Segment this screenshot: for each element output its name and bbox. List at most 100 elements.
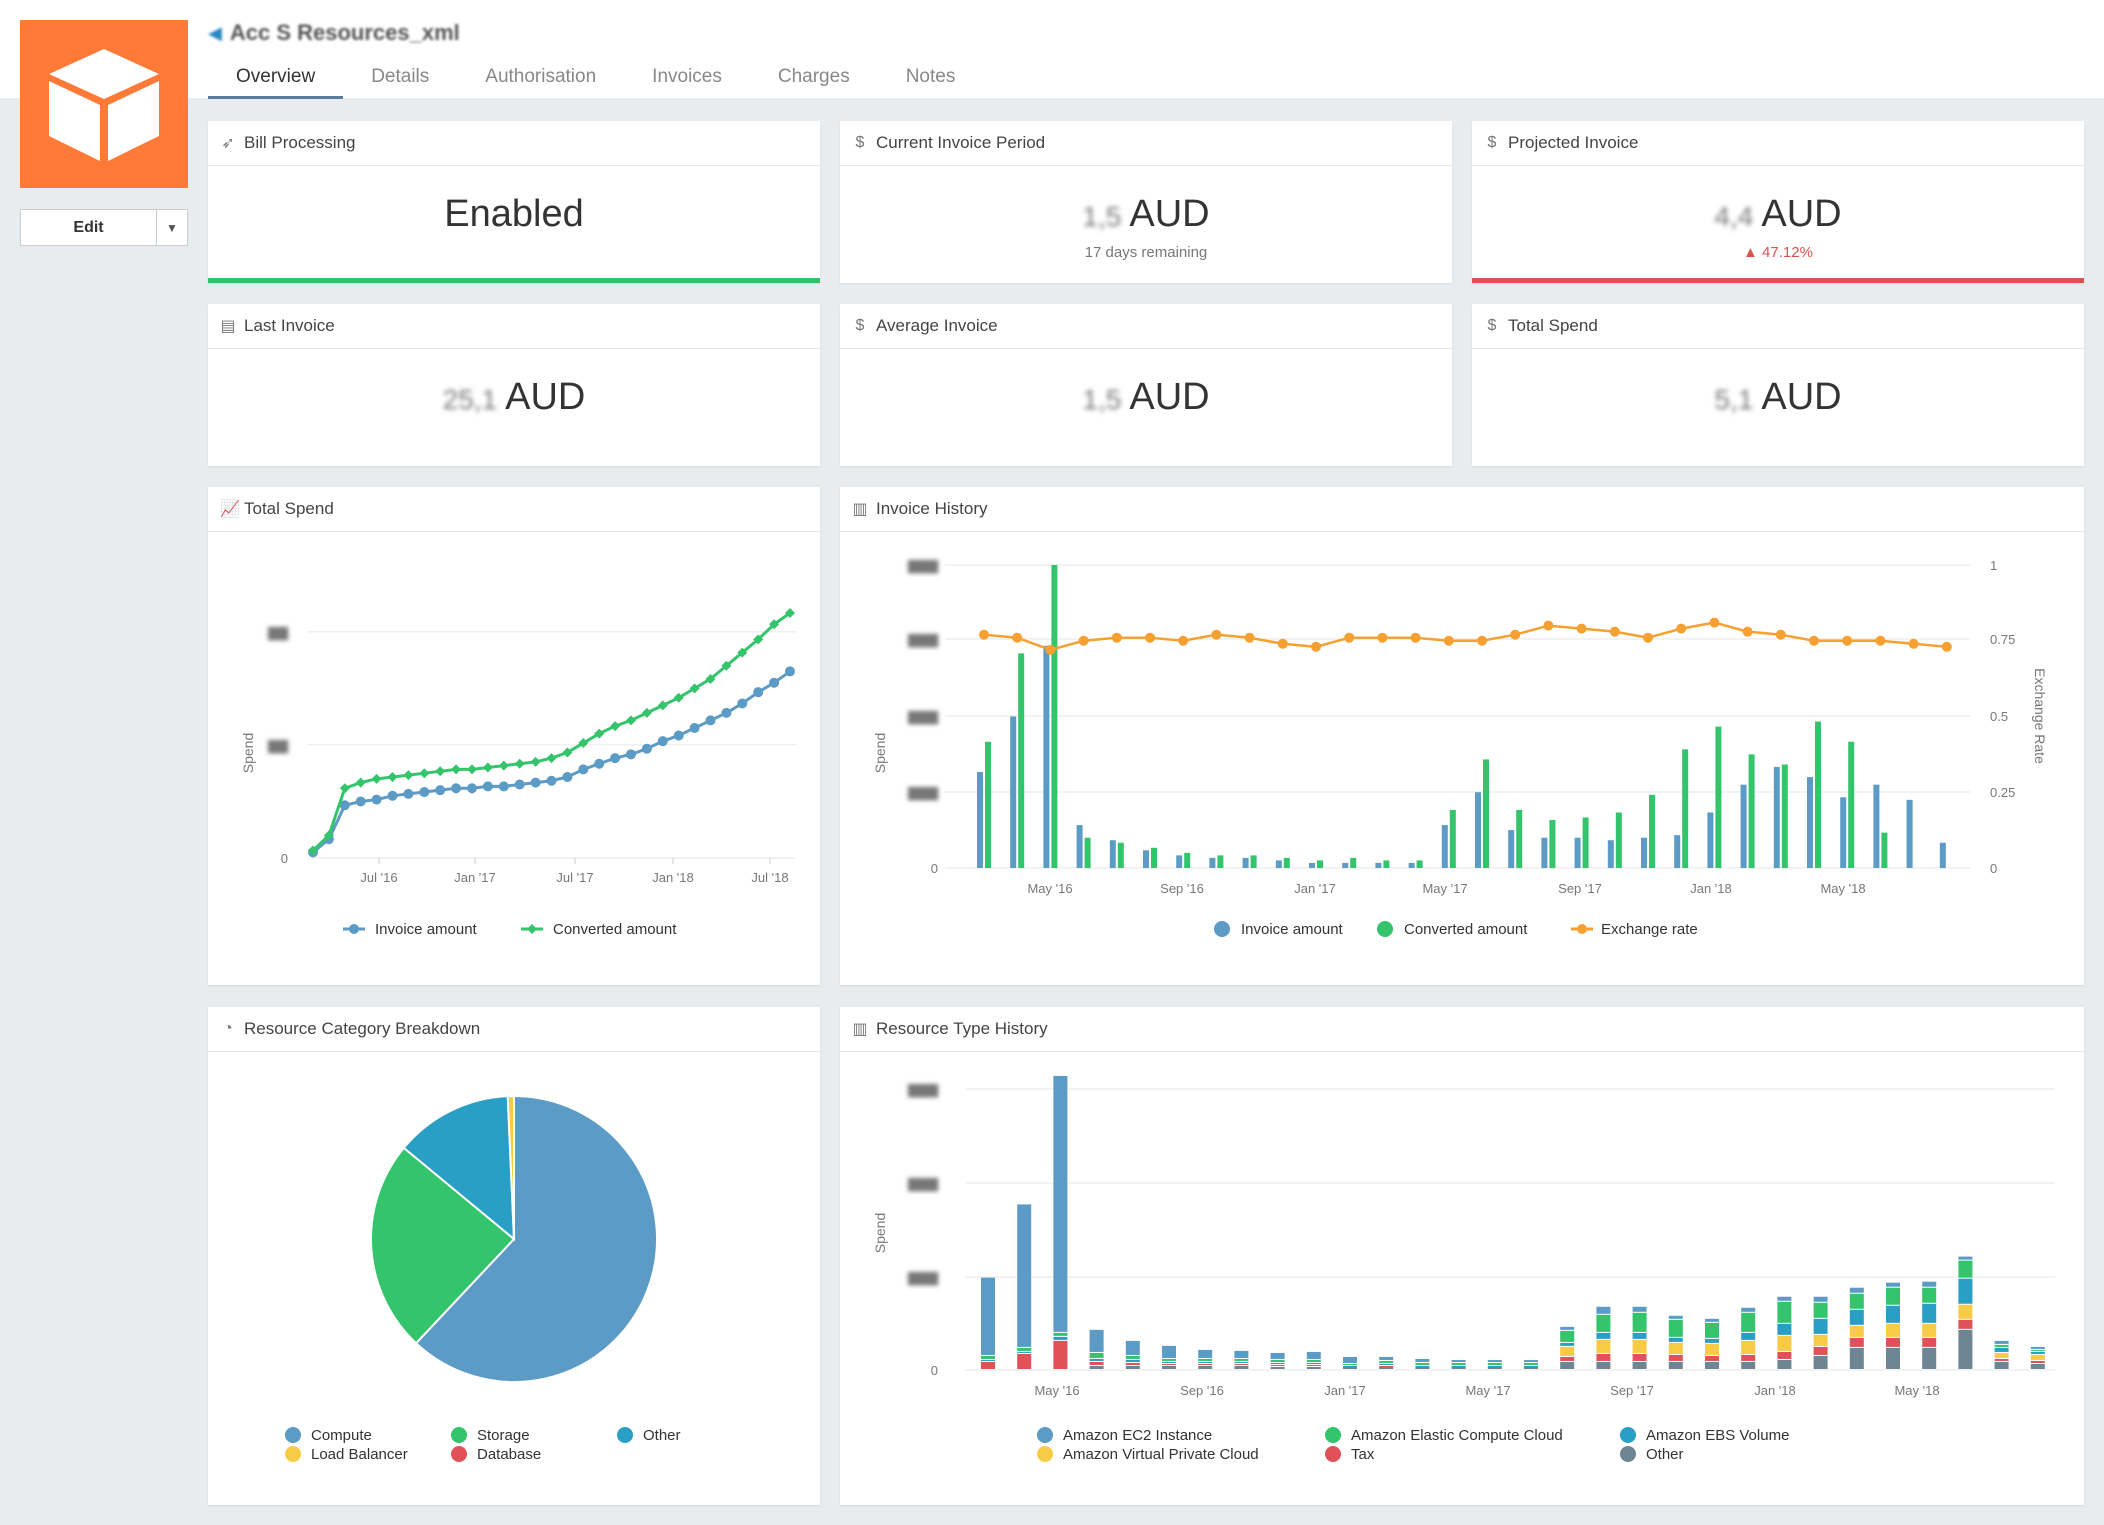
invoice-bar	[1043, 645, 1050, 868]
card-header: 📈 Total Spend	[208, 487, 820, 532]
invoice-bar	[1475, 792, 1481, 868]
data-point	[467, 783, 477, 794]
invoice-bar	[1607, 840, 1614, 868]
x-tick-label: Jan '18	[1690, 881, 1732, 896]
data-point	[562, 747, 573, 758]
card-header: $ Total Spend	[1472, 304, 2084, 349]
stack-segment	[1451, 1366, 1466, 1368]
tab-details[interactable]: Details	[371, 66, 430, 87]
converted-bar	[1184, 852, 1191, 868]
stack-segment	[1777, 1359, 1792, 1369]
tab-invoices[interactable]: Invoices	[652, 66, 722, 87]
invoice-bar	[1408, 862, 1415, 868]
current-invoice-value: 1,5 AUD	[840, 193, 1452, 236]
exchange-rate-point	[1078, 635, 1089, 646]
stack-segment	[1017, 1204, 1032, 1347]
chevron-down-icon[interactable]: ▼	[157, 209, 188, 246]
tab-charges[interactable]: Charges	[777, 66, 850, 87]
data-point	[419, 768, 430, 779]
data-point	[769, 677, 780, 688]
converted-bar	[1350, 857, 1357, 868]
stack-segment	[1125, 1365, 1140, 1369]
pie-slice	[402, 1095, 516, 1242]
converted-bar	[1383, 860, 1390, 868]
card-title: Total Spend	[1508, 316, 1598, 335]
stack-segment	[1994, 1358, 2009, 1361]
stack-segment	[1415, 1366, 1430, 1368]
pie-slice	[414, 1094, 658, 1383]
legend-marker	[1037, 1446, 1053, 1462]
legend-label: Amazon EC2 Instance	[1063, 1427, 1212, 1444]
bill-processing-value: Enabled	[444, 193, 584, 235]
legend-marker	[617, 1427, 633, 1443]
data-point	[721, 707, 732, 718]
y2-tick-label: 0	[1990, 861, 1997, 876]
legend-label: Invoice amount	[1241, 921, 1344, 938]
stack-segment	[1451, 1365, 1466, 1367]
stack-segment	[1379, 1356, 1394, 1360]
data-point	[753, 634, 764, 645]
data-point	[626, 715, 636, 726]
stack-segment	[1524, 1359, 1538, 1362]
x-tick-label: May '17	[1422, 881, 1467, 896]
invoice-bar	[1674, 835, 1681, 868]
invoice-bar	[1707, 812, 1714, 868]
stack-segment	[1089, 1329, 1104, 1352]
stack-segment	[1705, 1338, 1719, 1343]
stack-segment	[1813, 1346, 1828, 1355]
stack-segment	[1632, 1361, 1647, 1369]
stack-segment	[1813, 1355, 1828, 1369]
tab-authorisation[interactable]: Authorisation	[485, 66, 597, 87]
stack-segment	[1994, 1347, 2009, 1352]
legend-marker	[451, 1446, 467, 1462]
series-line	[311, 611, 791, 852]
days-remaining: 17 days remaining	[1084, 244, 1208, 261]
converted-bar	[1416, 860, 1423, 868]
x-tick-label: Jul '17	[556, 870, 593, 885]
legend-label: Tax	[1351, 1446, 1375, 1463]
data-point	[594, 758, 605, 769]
card-header: ◔ Resource Category Breakdown	[208, 1007, 820, 1052]
stack-segment	[1741, 1354, 1756, 1361]
stack-segment	[1451, 1359, 1466, 1362]
legend-marker	[1620, 1446, 1636, 1462]
stack-segment	[981, 1277, 995, 1355]
exchange-rate-point	[1012, 632, 1023, 643]
stack-segment	[1849, 1347, 1864, 1369]
data-point	[498, 760, 509, 771]
stack-segment	[1560, 1361, 1575, 1369]
data-point	[530, 777, 541, 788]
stack-segment	[1125, 1359, 1140, 1362]
resource-breakdown-chart: Compute Storage Other Load Balancer Database	[285, 1094, 681, 1463]
stack-segment	[1198, 1365, 1213, 1369]
exchange-rate-point	[1543, 620, 1554, 631]
stack-segment	[1053, 1340, 1068, 1369]
data-point	[657, 700, 668, 711]
tab-overview[interactable]: Overview	[208, 58, 344, 99]
stack-segment	[1994, 1352, 2009, 1358]
exchange-rate-line	[983, 621, 1947, 652]
account-title: ◀ Acc S Resources_xml	[208, 20, 460, 46]
x-tick-label: Jan '18	[652, 870, 694, 885]
invoice-bar	[1275, 860, 1282, 868]
legend-marker	[1214, 921, 1230, 937]
stack-segment	[1741, 1332, 1756, 1340]
y-tick-label: 0	[281, 851, 288, 866]
edit-button[interactable]: Edit	[20, 209, 157, 246]
exchange-rate-point	[979, 629, 989, 640]
legend-marker	[1325, 1427, 1341, 1443]
legend-marker	[527, 924, 537, 934]
exchange-rate-point	[1875, 635, 1886, 646]
tab-notes[interactable]: Notes	[905, 66, 956, 87]
exchange-rate-point	[1410, 632, 1421, 643]
data-point	[482, 781, 493, 792]
legend-marker	[1325, 1446, 1341, 1462]
exchange-rate-point	[1576, 623, 1587, 634]
total-spend-value: 5,1 AUD	[1472, 376, 2084, 419]
data-point	[530, 756, 541, 767]
stack-segment	[1849, 1293, 1864, 1309]
stack-segment	[2030, 1349, 2045, 1351]
back-icon[interactable]: ◀	[208, 22, 222, 43]
card-header: ▥ Resource Type History	[840, 1007, 2084, 1052]
stack-segment	[1017, 1353, 1032, 1369]
